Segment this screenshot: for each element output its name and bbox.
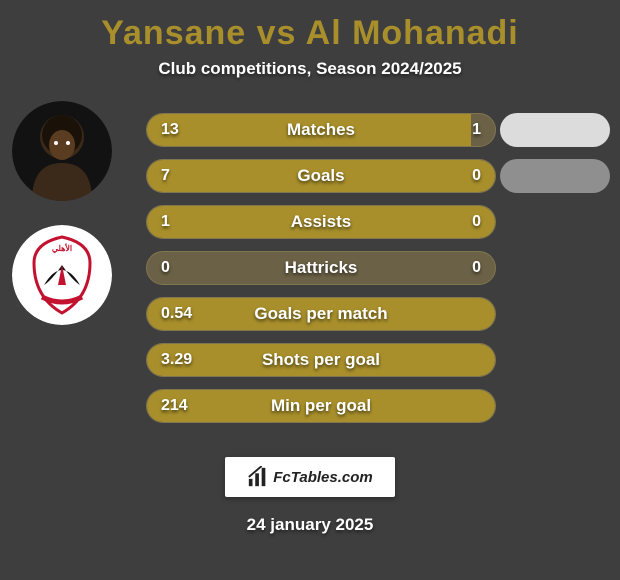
stat-row: 214Min per goal	[146, 389, 496, 423]
page-title: Yansane vs Al Mohanadi	[10, 14, 610, 53]
stat-value-right: 1	[472, 114, 481, 146]
stat-value-right: 0	[472, 160, 481, 192]
person-icon	[12, 101, 112, 201]
footer-date: 24 january 2025	[10, 515, 610, 535]
stat-label: Shots per goal	[147, 344, 495, 376]
stat-row: 1Assists0	[146, 205, 496, 239]
stat-label: Assists	[147, 206, 495, 238]
stat-value-right: 0	[472, 252, 481, 284]
stat-row: 0.54Goals per match	[146, 297, 496, 331]
side-pill	[500, 159, 610, 193]
stat-row: 13Matches1	[146, 113, 496, 147]
stat-label: Matches	[147, 114, 495, 146]
page-subtitle: Club competitions, Season 2024/2025	[10, 59, 610, 79]
stat-label: Hattricks	[147, 252, 495, 284]
side-pill	[500, 113, 610, 147]
chart-icon	[247, 466, 269, 488]
player2-club-badge: الأهلي	[12, 225, 112, 325]
stat-label: Goals per match	[147, 298, 495, 330]
svg-text:الأهلي: الأهلي	[52, 242, 72, 254]
stat-value-right: 0	[472, 206, 481, 238]
stat-row: 7Goals0	[146, 159, 496, 193]
stat-bars: 13Matches17Goals01Assists00Hattricks00.5…	[146, 113, 496, 435]
club-badge-icon: الأهلي	[12, 225, 112, 325]
comparison-card: Yansane vs Al Mohanadi Club competitions…	[0, 0, 620, 580]
stat-label: Min per goal	[147, 390, 495, 422]
stat-label: Goals	[147, 160, 495, 192]
player1-avatar	[12, 101, 112, 201]
brand-text: FcTables.com	[273, 469, 372, 486]
avatar-column: الأهلي	[12, 101, 122, 349]
body-area: الأهلي 13Matches17Goals01Assists00Hattri…	[10, 113, 610, 433]
stat-row: 0Hattricks0	[146, 251, 496, 285]
brand-badge[interactable]: FcTables.com	[225, 457, 395, 497]
stat-row: 3.29Shots per goal	[146, 343, 496, 377]
